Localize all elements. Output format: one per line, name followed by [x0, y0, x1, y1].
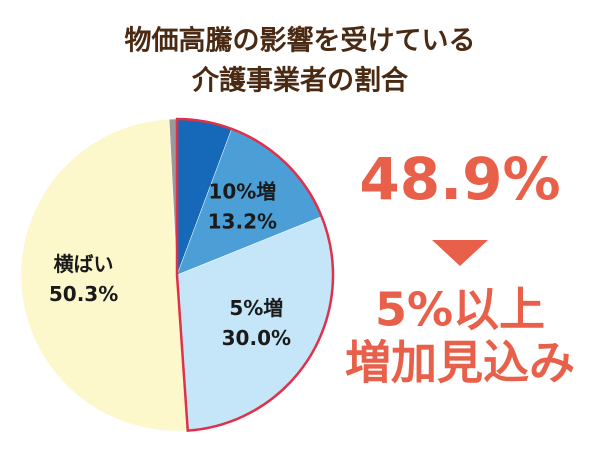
annotation: 増加見込み — [345, 336, 575, 390]
slice-value: 50.3% — [49, 282, 118, 306]
chart-title: 介護事業者の割合 — [191, 65, 408, 97]
slice-label: 5%増 — [229, 296, 283, 320]
chart-title: 物価高騰の影響を受けている — [125, 25, 476, 57]
slice-value: 13.2% — [208, 209, 277, 233]
slice-label: 10%増 — [208, 179, 276, 203]
slice-label: 横ばい — [54, 252, 114, 276]
slice-value: 30.0% — [222, 326, 291, 350]
highlight-outline — [175, 117, 335, 432]
pie-slice — [20, 118, 189, 432]
annotation: 48.9% — [359, 145, 560, 213]
pie: 10%増 13.2% 5%増 30.0% 横ばい 50.3% — [20, 117, 335, 432]
annotation: 5%以上 — [375, 283, 545, 337]
arrow — [432, 240, 488, 266]
